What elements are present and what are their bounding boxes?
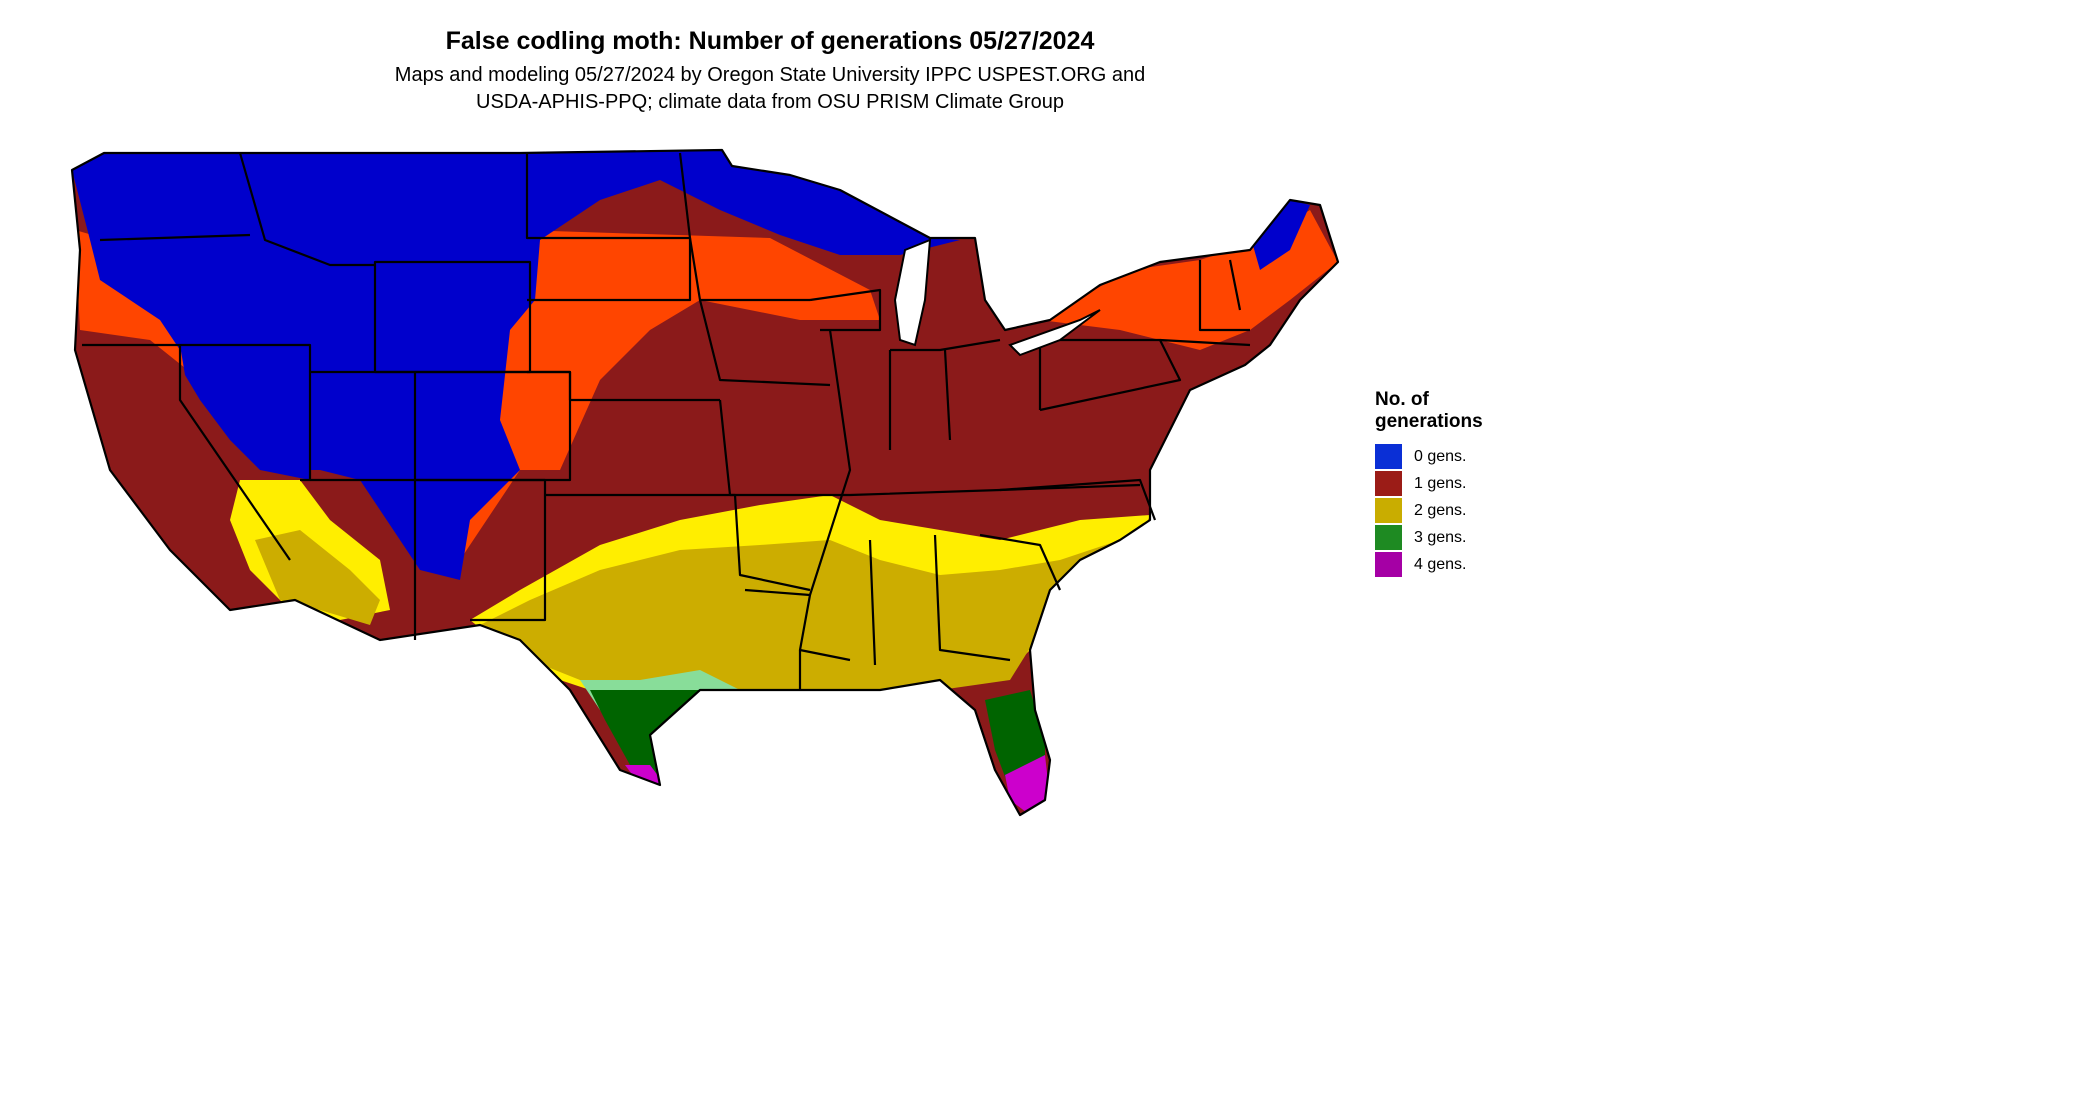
border-al-ga: [868, 534, 1011, 666]
great-lakes: [893, 238, 1101, 357]
legend-swatch: [1375, 444, 1402, 469]
legend-label: 3 gens.: [1414, 528, 1467, 546]
lake-erie: [1008, 309, 1101, 357]
legend-title-line1: No. of: [1375, 389, 1429, 410]
border-mi-wi: [809, 288, 882, 332]
border-il-in-oh: [888, 340, 1042, 450]
zone-four-generations-texas: [625, 765, 665, 785]
border-mo: [718, 399, 850, 497]
border-wa-or: [99, 233, 251, 242]
border-ca-nv: [178, 345, 291, 561]
border-va-nc: [999, 478, 1157, 521]
border-ok-tx: [545, 493, 811, 592]
border-ia-mo: [698, 299, 831, 387]
us-generations-map: [70, 148, 1340, 817]
border-mi-lower: [890, 338, 1001, 352]
map-subtitle-line2: USDA-APHIS-PPQ; climate data from OSU PR…: [476, 91, 1064, 113]
legend-label: 4 gens.: [1414, 555, 1467, 573]
legend-item: 4 gens.: [1375, 551, 1535, 578]
legend-label: 2 gens.: [1414, 501, 1467, 519]
legend-title-line2: generations: [1375, 411, 1483, 432]
map-subtitle-line1: Maps and modeling 05/27/2024 by Oregon S…: [394, 64, 1146, 86]
legend-label: 1 gens.: [1414, 474, 1467, 492]
legend-swatch: [1375, 498, 1402, 523]
map-title: False codling moth: Number of generation…: [445, 27, 1095, 55]
border-pa-ny: [1039, 338, 1182, 412]
zone-zero-gens-great-basin: [180, 345, 310, 480]
legend-swatch: [1375, 471, 1402, 496]
legend-swatch: [1375, 552, 1402, 577]
border-new-england: [1159, 259, 1251, 347]
border-nv-east: [180, 343, 312, 482]
border-id-mt: [238, 152, 375, 267]
legend-items: 0 gens. 1 gens. 2 gens. 3 gens. 4 gens.: [1375, 443, 1535, 578]
zone-zero-gens-northeast: [1250, 200, 1310, 270]
generation-zones: [72, 150, 1338, 815]
border-sc-ga: [979, 533, 1062, 591]
legend-item: 3 gens.: [1375, 524, 1535, 551]
lake-michigan: [893, 238, 932, 347]
zone-zero-generations: [72, 150, 960, 580]
border-nd-sd-east: [678, 152, 692, 239]
legend-title: No. of generations: [1375, 389, 1535, 433]
zone-four-generations-florida: [1005, 755, 1050, 815]
border-ne-ks: [527, 370, 720, 402]
legend-item: 0 gens.: [1375, 443, 1535, 470]
legend: No. of generations 0 gens. 1 gens. 2 gen…: [1375, 389, 1535, 578]
legend-item: 2 gens.: [1375, 497, 1535, 524]
state-borders: [70, 148, 1340, 817]
legend-label: 0 gens.: [1414, 447, 1467, 465]
us-outline: [70, 148, 1340, 817]
zone-two-generations: [480, 540, 1120, 700]
legend-swatch: [1375, 525, 1402, 550]
border-la: [744, 588, 811, 690]
zone-one-gen-transition-plains: [480, 230, 880, 470]
legend-item: 1 gens.: [1375, 470, 1535, 497]
border-nm-tx: [415, 478, 547, 622]
